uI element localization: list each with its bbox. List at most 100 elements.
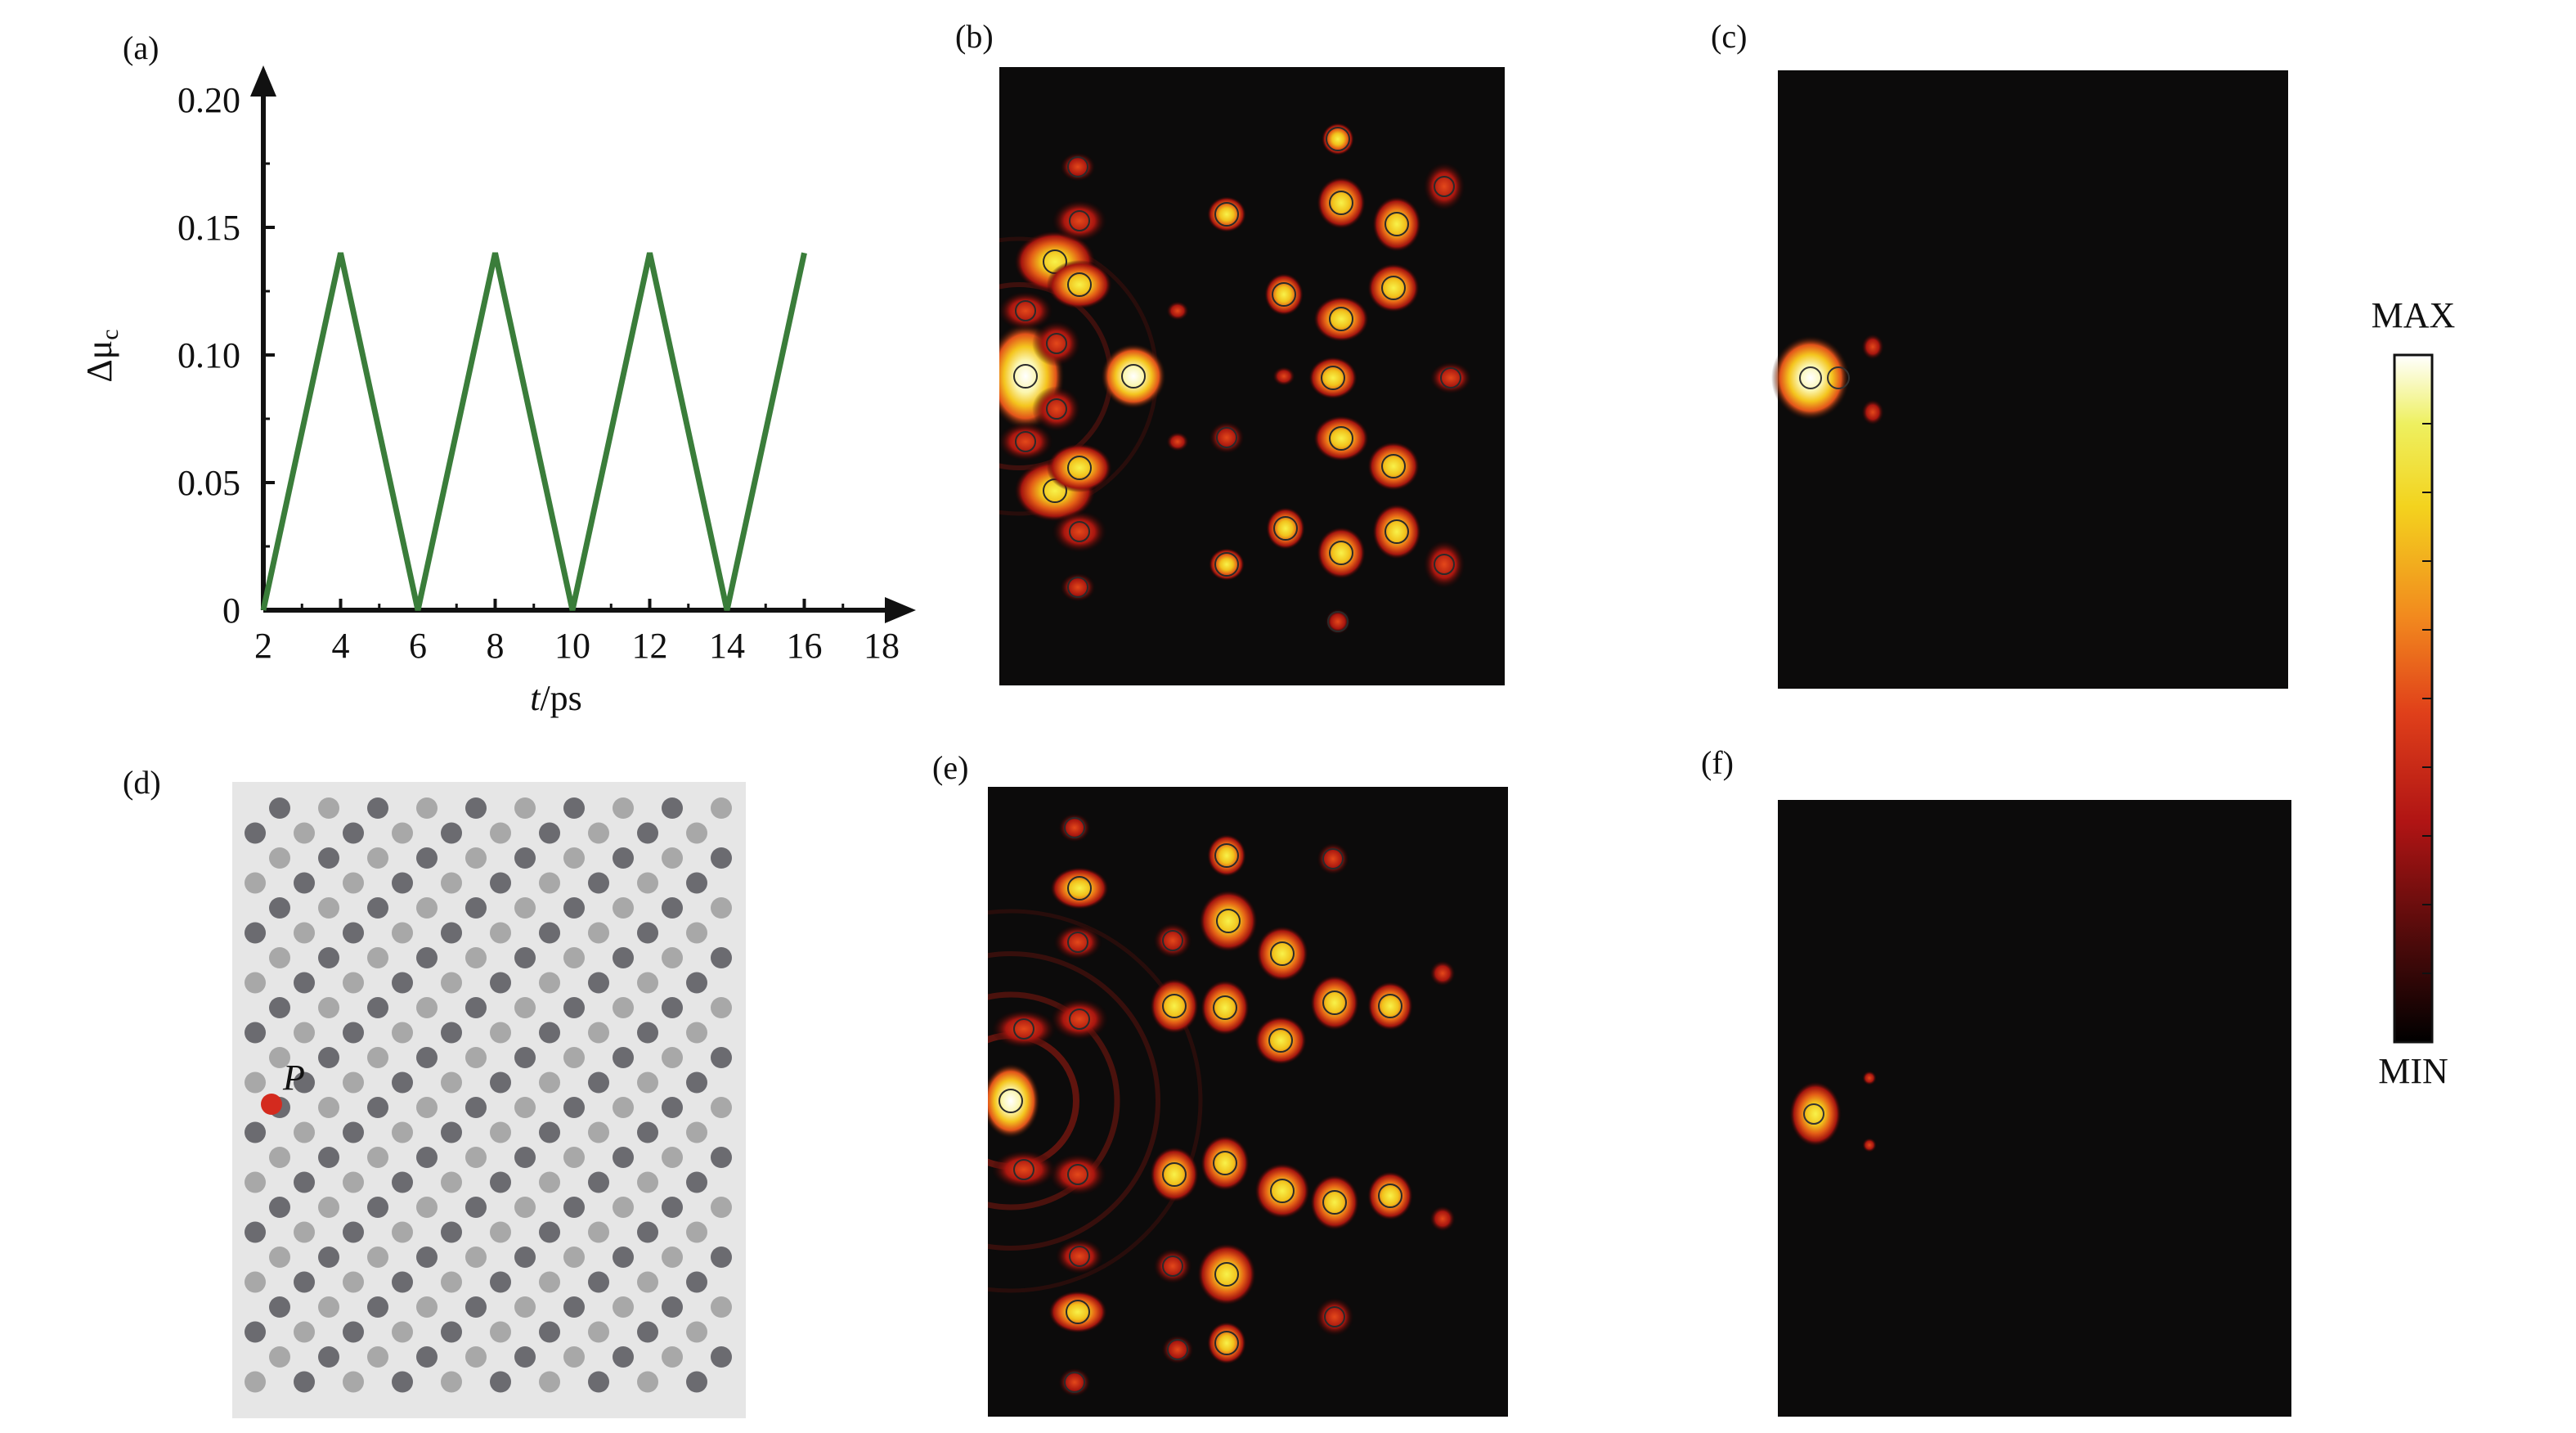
lattice-rod <box>416 947 438 968</box>
field-spot <box>1060 152 1096 182</box>
field-spot <box>1254 1016 1307 1065</box>
field-spot <box>1423 162 1465 211</box>
lattice-rod <box>686 1371 707 1393</box>
lattice-rod <box>367 1247 388 1268</box>
lattice-rod <box>588 922 609 944</box>
x-tick-label: 16 <box>787 626 823 666</box>
lattice-rod <box>416 797 438 819</box>
field-spot <box>1053 924 1102 960</box>
field-spot <box>1429 362 1472 394</box>
x-axis-label: t/ps <box>530 678 582 718</box>
lattice-d: P <box>232 782 746 1418</box>
rod-outline <box>999 1089 1023 1113</box>
lattice-rod <box>637 922 658 944</box>
lattice-rod <box>662 847 683 869</box>
field-spot <box>1060 573 1096 602</box>
lattice-rod <box>686 1121 707 1143</box>
field-map-c <box>1771 70 2288 689</box>
lattice-rod <box>686 972 707 994</box>
field-spot <box>1153 923 1192 959</box>
rod-outline <box>1067 1164 1088 1185</box>
field-spot <box>1058 813 1091 842</box>
lattice-rod <box>343 1022 364 1044</box>
lattice-rod <box>465 897 487 919</box>
field-spot <box>1200 1135 1250 1191</box>
lattice-rod <box>367 1097 388 1118</box>
rod-outline <box>1013 1159 1034 1180</box>
lattice-rod <box>269 1296 290 1318</box>
rod-outline <box>1384 212 1409 236</box>
field-spot <box>1153 1248 1192 1284</box>
lattice-rod <box>711 847 732 869</box>
lattice-rod <box>392 1071 413 1094</box>
field-spot <box>1367 982 1413 1031</box>
field-spot <box>1058 1368 1091 1397</box>
rod-outline <box>1064 1372 1085 1393</box>
lattice-rod <box>392 1221 413 1243</box>
rod-outline <box>1216 427 1237 448</box>
lattice-rod <box>343 872 364 894</box>
rod-outline <box>1214 1331 1239 1355</box>
lattice-rod <box>441 922 462 944</box>
rod-outline <box>1162 1162 1187 1187</box>
lattice-rod <box>686 1022 707 1044</box>
y-tick-label: 0.20 <box>177 80 240 120</box>
field-spot <box>1367 442 1420 491</box>
lattice-rod <box>711 1147 732 1168</box>
lattice-rod <box>294 822 315 844</box>
panel-d-label: (d) <box>123 764 161 801</box>
lattice-rod <box>711 897 732 919</box>
lattice-rod <box>294 1221 315 1243</box>
field-spot <box>1200 980 1250 1035</box>
x-tick-label: 6 <box>409 626 427 666</box>
rod-outline <box>1799 366 1822 389</box>
lattice-rod <box>490 1371 511 1393</box>
lattice-rod <box>588 1121 609 1143</box>
field-spot <box>1861 399 1884 425</box>
field-spot <box>1317 177 1366 229</box>
rod-outline <box>1270 941 1295 966</box>
rod-outline <box>1121 364 1146 389</box>
lattice-rod <box>711 1197 732 1218</box>
lattice-rod <box>343 1371 364 1393</box>
panel-b-label: (b) <box>955 18 994 55</box>
lattice-rod <box>686 1171 707 1193</box>
lattice-rod <box>318 1147 339 1168</box>
lattice-rod <box>490 822 511 844</box>
rod-outline <box>1213 1151 1237 1175</box>
lattice-rod <box>539 1022 560 1044</box>
field-spot <box>1207 834 1246 877</box>
chart-series <box>260 252 807 611</box>
lattice-rod <box>367 1147 388 1168</box>
lattice-rod <box>441 1371 462 1393</box>
panel-e-label: (e) <box>932 749 968 786</box>
lattice-rod <box>613 897 634 919</box>
lattice-rod <box>392 1022 413 1044</box>
lattice-rod <box>686 822 707 844</box>
field-spot <box>1256 926 1308 982</box>
lattice-rod <box>637 1022 658 1044</box>
field-spot <box>1310 975 1359 1031</box>
field-spot <box>1048 1153 1107 1196</box>
lattice-rod <box>711 997 732 1018</box>
lattice-rod <box>490 1171 511 1193</box>
lattice-rod <box>392 1321 413 1343</box>
source-point-marker <box>261 1094 282 1115</box>
lattice-rod <box>294 872 315 894</box>
y-tick-label: 0.05 <box>177 463 240 503</box>
lattice-rod <box>416 847 438 869</box>
y-axis-arrowhead <box>250 65 276 97</box>
lattice-rod <box>343 922 364 944</box>
lattice-rod <box>269 997 290 1018</box>
field-map-f <box>1778 800 2291 1417</box>
lattice-rod <box>613 1147 634 1168</box>
lattice-rod <box>686 922 707 944</box>
lattice-rod <box>245 1371 266 1393</box>
lattice-rod <box>613 1247 634 1268</box>
lattice-rod <box>392 1171 413 1193</box>
lattice-rod <box>588 1321 609 1343</box>
lattice-rod <box>318 897 339 919</box>
lattice-rod <box>392 1121 413 1143</box>
field-spot <box>1050 867 1109 910</box>
lattice-rod <box>465 1147 487 1168</box>
